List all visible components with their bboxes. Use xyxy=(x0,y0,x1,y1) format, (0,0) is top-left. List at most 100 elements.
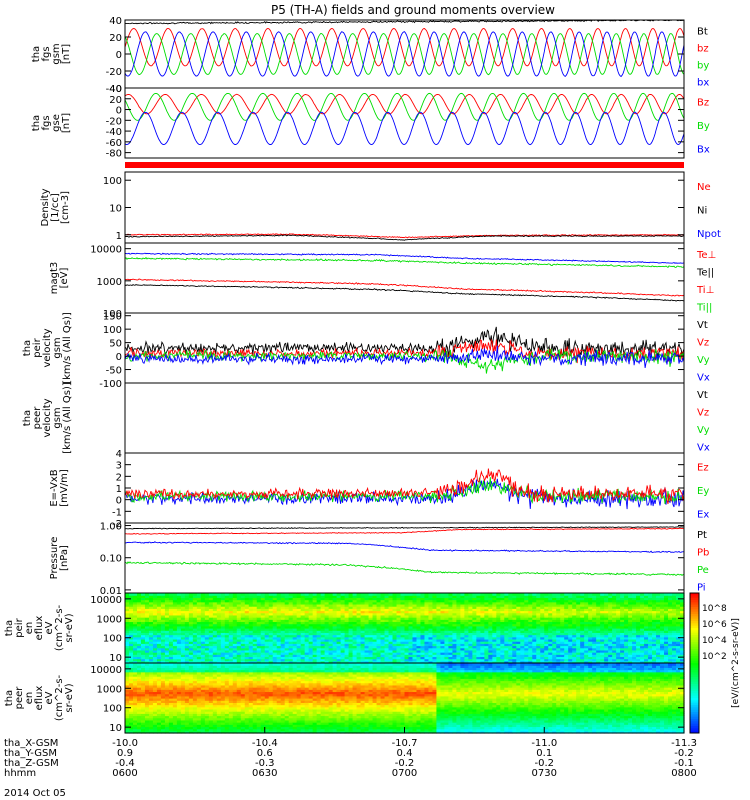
spectrogram-cell xyxy=(616,660,621,664)
spectrogram-cell xyxy=(600,623,605,627)
spectrogram-cell xyxy=(572,647,577,651)
spectrogram-cell xyxy=(232,606,238,609)
spectrogram-cell xyxy=(596,647,601,651)
spectrogram-cell xyxy=(292,649,298,653)
spectrogram-cell xyxy=(348,599,354,603)
spectrogram-cell xyxy=(208,623,214,627)
spectrogram-cell xyxy=(324,610,330,614)
spectrogram-cell xyxy=(520,601,525,605)
spectrogram-cell xyxy=(560,638,565,642)
spectrogram-cell xyxy=(252,606,258,609)
spectrogram-cell xyxy=(660,614,665,618)
spectrogram-cell xyxy=(572,606,577,609)
spectrogram-cell xyxy=(624,641,629,644)
spectrogram-cell xyxy=(396,628,402,631)
spectrogram-cell xyxy=(380,632,386,636)
spectrogram-cell xyxy=(148,601,154,605)
spectrogram-cell xyxy=(304,643,310,647)
spectrogram-cell xyxy=(472,647,477,651)
spectrogram-cell xyxy=(276,612,282,616)
spectrogram-cell xyxy=(540,599,545,603)
spectrogram-cell xyxy=(432,597,438,601)
spectrogram-cell xyxy=(616,649,621,653)
spectrogram-cell xyxy=(648,606,653,609)
spectrogram-cell xyxy=(320,612,326,616)
spectrogram-cell xyxy=(628,652,633,655)
spectrogram-cell xyxy=(472,603,477,607)
spectrogram-cell xyxy=(244,612,250,616)
spectrogram-cell xyxy=(472,595,477,598)
spectrogram-cell xyxy=(500,625,505,629)
spectrogram-cell xyxy=(156,630,162,633)
spectrogram-cell xyxy=(680,601,685,605)
spectrogram-cell xyxy=(324,641,330,644)
spectrogram-cell xyxy=(540,619,545,623)
spectrogram-cell xyxy=(200,628,206,631)
spectrogram-cell xyxy=(196,597,202,601)
spectrogram-cell xyxy=(644,636,649,640)
spectrogram-cell xyxy=(316,621,322,625)
spectrogram-cell xyxy=(136,680,142,684)
spectrogram-cell xyxy=(220,599,226,603)
spectrogram-cell xyxy=(544,601,549,605)
spectrogram-cell xyxy=(188,608,194,612)
spectrogram-cell xyxy=(624,649,629,653)
spectrogram-cell xyxy=(436,643,442,647)
spectrogram-cell xyxy=(236,649,242,653)
spectrogram-cell xyxy=(244,636,250,640)
spectrogram-cell xyxy=(144,595,150,598)
spectrogram-cell xyxy=(552,643,557,647)
spectrogram-cell xyxy=(640,660,645,664)
spectrogram-cell xyxy=(560,601,565,605)
spectrogram-cell xyxy=(140,612,146,616)
spectrogram-cell xyxy=(400,636,406,640)
spectrogram-cell xyxy=(616,595,621,598)
spectrogram-cell xyxy=(392,634,398,638)
spectrogram-cell xyxy=(672,625,677,629)
spectrogram-cell xyxy=(276,647,282,651)
spectrogram-cell xyxy=(188,623,194,627)
spectrogram-cell xyxy=(276,593,282,596)
spectrogram-cell xyxy=(484,617,489,620)
spectrogram-cell xyxy=(144,665,150,668)
spectrogram-cell xyxy=(176,660,182,664)
spectrogram-cell xyxy=(276,638,282,642)
spectrogram-cell xyxy=(388,597,394,601)
spectrogram-cell xyxy=(244,621,250,625)
spectrogram-cell xyxy=(372,643,378,647)
spectrogram-cell xyxy=(240,636,246,640)
spectrogram-cell xyxy=(316,593,322,596)
spectrogram-cell xyxy=(196,641,202,644)
spectrogram-cell xyxy=(604,619,609,623)
spectrogram-cell xyxy=(544,621,549,625)
spectrogram-cell xyxy=(176,628,182,631)
spectrogram-cell xyxy=(668,597,673,601)
spectrogram-cell xyxy=(660,645,665,649)
spectrogram-cell xyxy=(244,603,250,607)
spectrogram-cell xyxy=(568,621,573,625)
spectrogram-cell xyxy=(628,625,633,629)
spectrogram-cell xyxy=(136,706,142,710)
spectrogram-cell xyxy=(328,660,334,664)
spectrogram-cell xyxy=(192,625,198,629)
spectrogram-cell xyxy=(208,595,214,598)
spectrogram-cell xyxy=(296,654,302,658)
spectrogram-cell xyxy=(580,603,585,607)
spectrogram-cell xyxy=(228,656,234,660)
legend-pressure: Pe xyxy=(697,565,709,576)
spectrogram-cell xyxy=(208,638,214,642)
spectrogram-cell xyxy=(216,617,222,620)
spectrogram-cell xyxy=(632,641,637,644)
spectrogram-cell xyxy=(532,625,537,629)
spectrogram-cell xyxy=(288,641,294,644)
spectrogram-cell xyxy=(160,730,166,734)
spectrogram-cell xyxy=(568,606,573,609)
spectrogram-cell xyxy=(140,647,146,651)
spectrogram-cell xyxy=(196,632,202,636)
spectrogram-cell xyxy=(552,608,557,612)
spectrogram-cell xyxy=(216,603,222,607)
spectrogram-cell xyxy=(228,658,234,662)
spectrogram-cell xyxy=(592,658,597,662)
spectrogram-cell xyxy=(452,614,458,618)
spectrogram-cell xyxy=(232,610,238,614)
